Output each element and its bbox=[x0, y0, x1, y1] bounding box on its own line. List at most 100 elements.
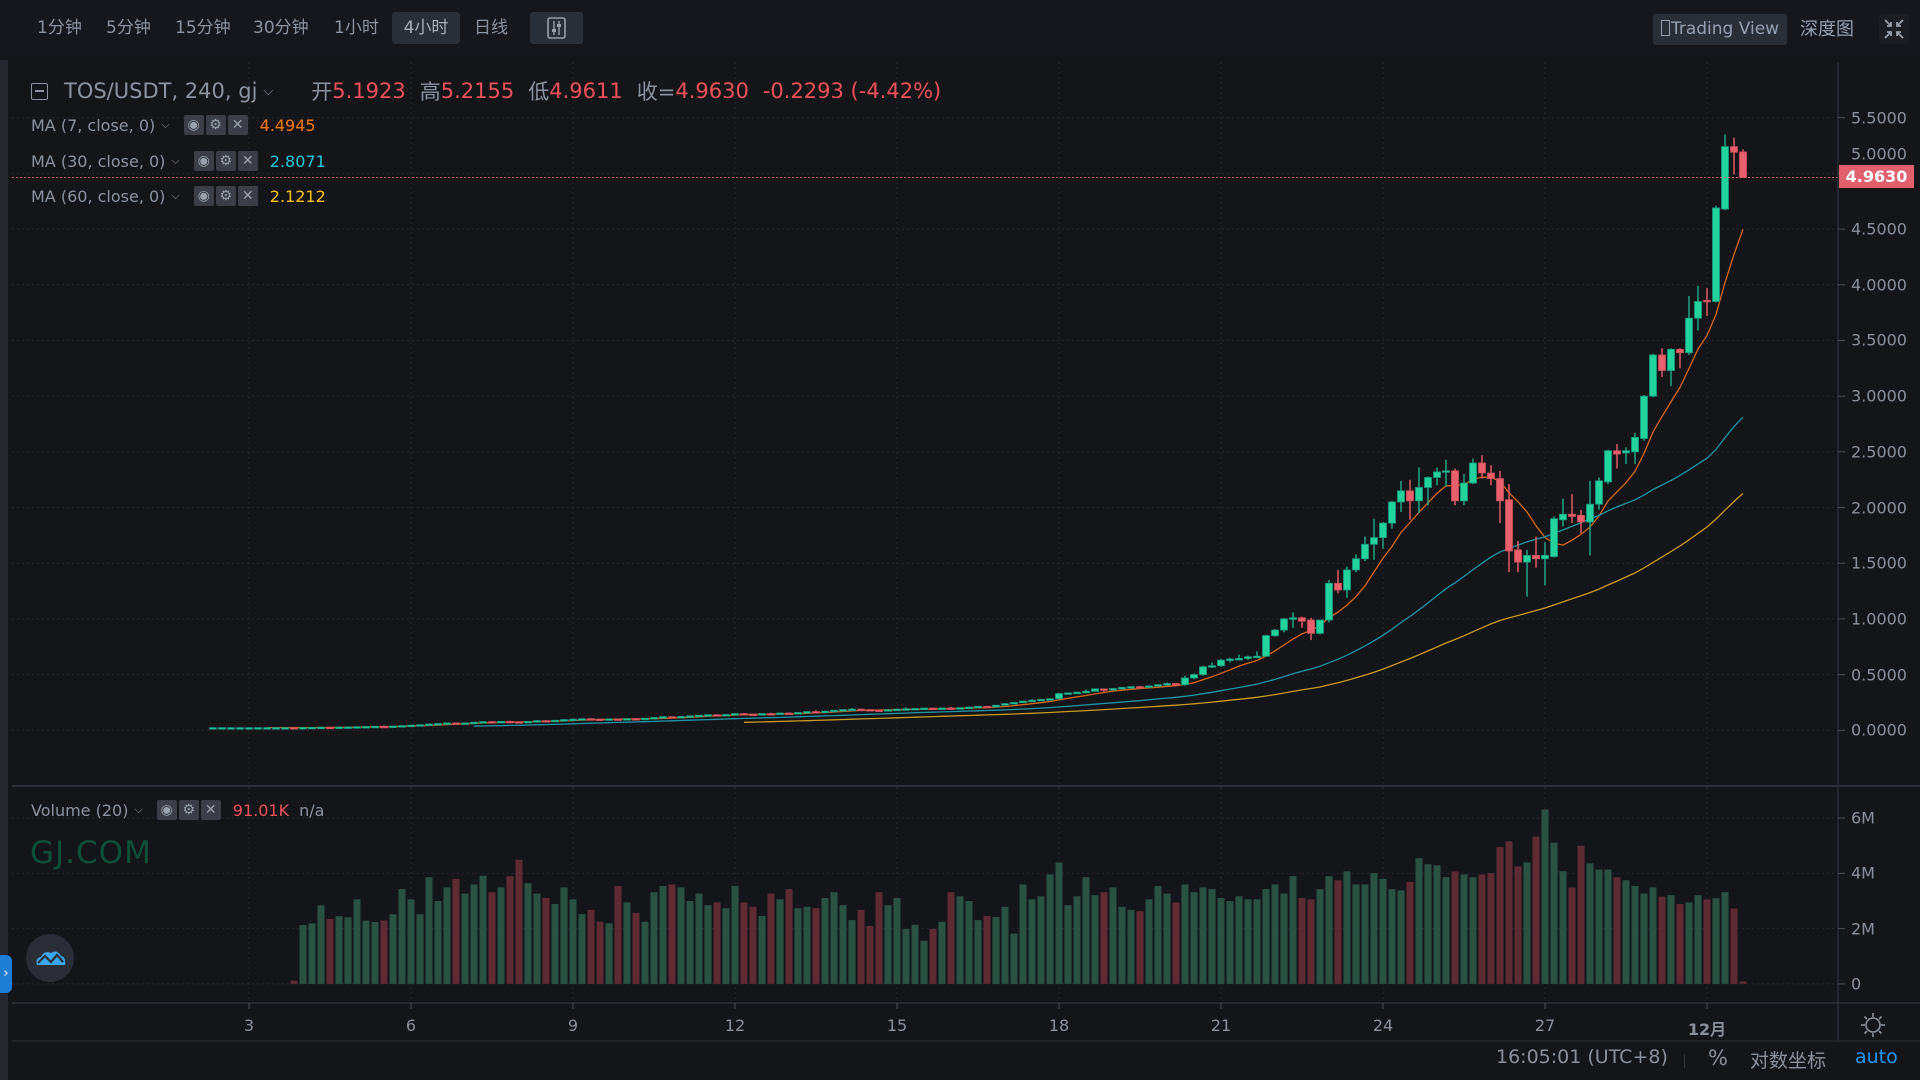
auto-scale-toggle[interactable]: auto bbox=[1855, 1046, 1898, 1068]
gear-icon[interactable]: ⚙ bbox=[178, 800, 199, 820]
close-icon[interactable]: ✕ bbox=[237, 186, 258, 206]
candle bbox=[1307, 617, 1315, 641]
volume-bar bbox=[1487, 873, 1495, 984]
volume-bar bbox=[1523, 862, 1531, 984]
volume-label[interactable]: Volume (20) bbox=[31, 800, 129, 820]
interval-tab-15m[interactable]: 15分钟 bbox=[175, 18, 231, 38]
candle bbox=[1010, 702, 1018, 705]
gear-icon[interactable]: ⚙ bbox=[205, 115, 226, 135]
candle bbox=[1640, 395, 1648, 441]
volume-bar bbox=[1406, 881, 1414, 984]
candle-body bbox=[371, 725, 379, 729]
indicator-settings-button[interactable] bbox=[530, 12, 583, 44]
gear-icon[interactable]: ⚙ bbox=[215, 186, 236, 206]
candle-body bbox=[947, 707, 955, 710]
interval-tab-1m[interactable]: 1分钟 bbox=[37, 18, 82, 38]
candle bbox=[776, 712, 784, 715]
ma60-label[interactable]: MA (60, close, 0) bbox=[31, 186, 166, 206]
candle bbox=[686, 715, 694, 718]
candle-body bbox=[668, 716, 676, 719]
candle bbox=[1505, 484, 1513, 573]
ma7-legend: MA (7, close, 0) ⌵ ◉ ⚙ ✕ 4.4945 bbox=[31, 115, 316, 135]
symbol-label[interactable]: TOS/USDT, 240, gj bbox=[64, 79, 258, 103]
volume-bar bbox=[929, 928, 937, 984]
candle-body bbox=[785, 712, 793, 715]
close-icon[interactable]: ✕ bbox=[200, 800, 221, 820]
volume-tick-label: 4M bbox=[1851, 863, 1875, 883]
candle-body bbox=[983, 705, 991, 709]
last-price-label: 4.9630 bbox=[1839, 165, 1914, 188]
candle-body bbox=[965, 706, 973, 710]
chevron-down-icon[interactable]: ⌵ bbox=[171, 154, 180, 167]
candle bbox=[1604, 449, 1612, 485]
volume-bar bbox=[938, 921, 946, 984]
volume-bar bbox=[1208, 889, 1216, 984]
chevron-down-icon[interactable]: ⌵ bbox=[171, 189, 180, 202]
price-tick-label: 4.5000 bbox=[1851, 219, 1907, 239]
close-icon[interactable]: ✕ bbox=[227, 115, 248, 135]
candle-body bbox=[299, 727, 307, 730]
sidebar-toggle-button[interactable]: › bbox=[0, 955, 12, 993]
time-tick-label: 12月 bbox=[1687, 1020, 1727, 1039]
candle-body bbox=[614, 718, 622, 721]
candle bbox=[1064, 692, 1072, 695]
depth-chart-button[interactable]: 深度图 bbox=[1800, 19, 1854, 40]
chart-settings-button[interactable] bbox=[1858, 1010, 1888, 1040]
candle-body bbox=[1091, 688, 1099, 692]
candle bbox=[1181, 675, 1189, 686]
candle bbox=[1379, 522, 1387, 549]
candle bbox=[1289, 612, 1297, 628]
fullscreen-button[interactable] bbox=[1879, 14, 1909, 44]
candle-body bbox=[1253, 655, 1261, 659]
percent-scale-toggle[interactable]: % bbox=[1708, 1046, 1728, 1070]
eye-icon[interactable]: ◉ bbox=[183, 115, 204, 135]
interval-tab-5m[interactable]: 5分钟 bbox=[106, 18, 151, 38]
candle-body bbox=[875, 709, 883, 712]
candle-body bbox=[731, 713, 739, 716]
chart-logo[interactable] bbox=[26, 934, 74, 982]
candle-body bbox=[857, 708, 865, 712]
interval-tab-1d[interactable]: 日线 bbox=[474, 18, 508, 38]
volume-bar bbox=[290, 980, 298, 984]
interval-tab-4h[interactable]: 4小时 bbox=[392, 12, 460, 44]
interval-tab-30m[interactable]: 30分钟 bbox=[253, 18, 309, 38]
clock-timezone[interactable]: 16:05:01 (UTC+8) bbox=[1496, 1046, 1668, 1068]
candle-body bbox=[1055, 693, 1063, 700]
log-scale-toggle[interactable]: 对数坐标 bbox=[1750, 1050, 1827, 1072]
candle-body bbox=[1622, 450, 1630, 454]
close-icon[interactable]: ✕ bbox=[237, 151, 258, 171]
candle bbox=[884, 709, 892, 712]
gear-icon[interactable]: ⚙ bbox=[215, 151, 236, 171]
candle-body bbox=[308, 727, 316, 730]
candle-body bbox=[1712, 207, 1720, 302]
collapse-legend-icon[interactable] bbox=[31, 82, 48, 100]
chevron-down-icon[interactable]: ⌵ bbox=[161, 118, 170, 131]
volume-bar bbox=[911, 924, 919, 984]
eye-icon[interactable]: ◉ bbox=[193, 186, 214, 206]
eye-icon[interactable]: ◉ bbox=[193, 151, 214, 171]
chevron-down-icon[interactable]: ⌵ bbox=[263, 83, 274, 99]
candle-body bbox=[749, 713, 757, 716]
tradingview-button[interactable]: Trading View bbox=[1653, 14, 1787, 45]
volume-bar bbox=[461, 893, 469, 984]
candle bbox=[659, 716, 667, 719]
time-tick-label: 21 bbox=[1210, 1016, 1232, 1035]
candle-body bbox=[272, 727, 280, 730]
candle bbox=[1676, 348, 1684, 369]
candle bbox=[1703, 288, 1711, 316]
candle bbox=[830, 709, 838, 713]
ma30-label[interactable]: MA (30, close, 0) bbox=[31, 151, 166, 171]
ma7-label[interactable]: MA (7, close, 0) bbox=[31, 115, 156, 135]
candle-body bbox=[1235, 658, 1243, 661]
candle-body bbox=[263, 727, 271, 730]
time-tick-label: 3 bbox=[243, 1016, 255, 1035]
volume-bar bbox=[1100, 892, 1108, 984]
volume-bar bbox=[1199, 887, 1207, 984]
interval-tab-1h[interactable]: 1小时 bbox=[334, 18, 379, 38]
left-panel-edge bbox=[0, 60, 8, 1080]
volume-tick-label: 2M bbox=[1851, 919, 1875, 939]
volume-bar bbox=[1271, 884, 1279, 984]
chevron-down-icon[interactable]: ⌵ bbox=[134, 803, 143, 816]
eye-icon[interactable]: ◉ bbox=[156, 800, 177, 820]
